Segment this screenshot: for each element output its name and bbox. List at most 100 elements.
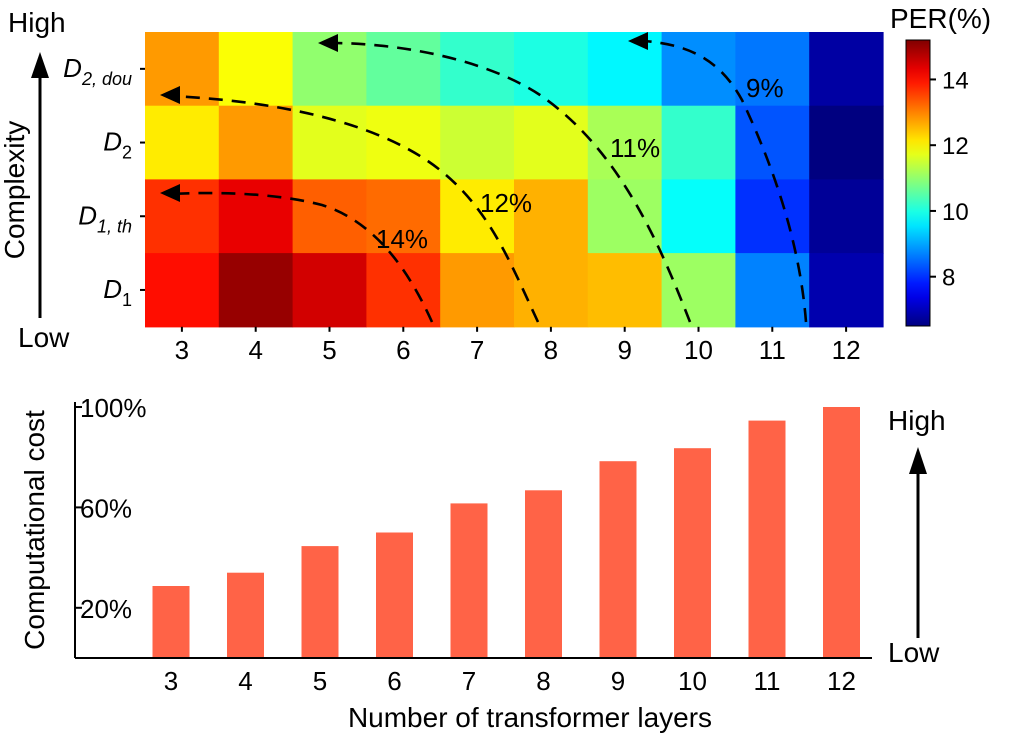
heatmap-cell — [440, 105, 515, 180]
bar-x-tick-label: 4 — [238, 666, 252, 696]
heatmap-cell — [145, 32, 220, 107]
heatmap-cell — [440, 32, 515, 107]
colorbar-tick-label: 14 — [942, 67, 969, 94]
bar-y-tick-label: 20% — [80, 594, 132, 624]
heatmap-cell — [218, 32, 294, 107]
heatmap-x-tick-label: 6 — [396, 335, 410, 365]
heatmap-cell — [809, 105, 884, 180]
bar-x-tick-label: 9 — [611, 666, 625, 696]
complexity-high-label: High — [8, 7, 66, 38]
heatmap-cell — [514, 32, 589, 107]
bar-x-tick-label: 10 — [678, 666, 707, 696]
heatmap-cell — [218, 179, 294, 254]
bar — [823, 407, 860, 658]
heatmap-cell — [735, 105, 810, 180]
bar-x-tick-label: 7 — [462, 666, 476, 696]
bar-y-tick-label: 100% — [80, 393, 147, 423]
bar — [376, 532, 413, 658]
complexity-axis-title: Complexity — [0, 121, 30, 259]
heatmap-cell — [292, 105, 367, 180]
heatmap-y-tick-label: D2 — [103, 127, 132, 163]
heatmap-cell — [366, 32, 441, 107]
contour-label: 12% — [480, 188, 532, 218]
heatmap-x-tick-label: 7 — [470, 335, 484, 365]
heatmap-cell — [440, 179, 515, 254]
bar-x-tick-label: 3 — [164, 666, 178, 696]
heatmap-cell — [145, 179, 220, 254]
heatmap-cell — [809, 179, 884, 254]
heatmap-x-tick-label: 4 — [248, 335, 262, 365]
heatmap-cell — [661, 105, 736, 180]
colorbar-tick-label: 12 — [942, 133, 969, 160]
heatmap-cell — [514, 105, 589, 180]
heatmap-cell — [587, 105, 663, 180]
heatmap-x-tick-label: 9 — [617, 335, 631, 365]
contour-label: 11% — [610, 133, 660, 163]
heatmap-cell — [292, 253, 367, 328]
bar-x-tick-label: 11 — [754, 666, 781, 696]
contour-labels: 14% 12% 11% 9% — [376, 73, 784, 254]
heatmap-x-tick-label: 8 — [544, 335, 558, 365]
heatmap-cell — [440, 253, 515, 328]
bar — [748, 420, 786, 658]
complexity-arrow-head-icon — [31, 52, 49, 78]
bar — [227, 572, 264, 658]
heatmap-cell — [514, 253, 589, 328]
contour-label: 9% — [746, 73, 784, 103]
contour-label: 14% — [376, 224, 428, 254]
heatmap-x-ticks: 3 4 5 6 7 8 9 10 11 12 — [175, 326, 861, 365]
heatmap-y-tick-label: D2, dou — [63, 53, 132, 89]
heatmap-cell — [218, 105, 294, 180]
contour-line — [644, 39, 808, 323]
colorbar-title: PER(%) — [890, 3, 991, 34]
bar-y-axis-title: Computational cost — [19, 410, 50, 650]
heatmap-cells — [145, 32, 884, 328]
cost-arrow-head-icon — [909, 447, 927, 474]
heatmap-cell — [587, 179, 663, 254]
contour-line — [169, 94, 540, 323]
contour-arrow-icon — [160, 184, 180, 202]
bar-y-ticks: 20% 60% 100% — [75, 393, 147, 624]
bars — [152, 407, 860, 658]
heatmap-cell — [145, 253, 220, 328]
heatmap-cell — [809, 253, 884, 328]
heatmap-cell — [661, 179, 736, 254]
bar — [525, 490, 562, 658]
colorbar-tick-label: 10 — [942, 199, 969, 226]
bar — [674, 448, 711, 658]
heatmap-x-tick-label: 11 — [759, 335, 786, 365]
contour-lines — [160, 32, 808, 323]
heatmap-cell — [366, 105, 441, 180]
heatmap-x-tick-label: 5 — [322, 335, 336, 365]
heatmap-cell — [661, 32, 736, 107]
contour-line — [334, 41, 692, 323]
cost-high-label: High — [888, 405, 946, 436]
bar-x-axis-title: Number of transformer layers — [348, 702, 712, 733]
heatmap-chart: 14% 12% 11% 9% 3 4 5 6 7 8 9 10 11 12 D2, dou D2 D1, t… — [0, 3, 991, 365]
heatmap-x-tick-label: 3 — [175, 335, 189, 365]
heatmap-cell — [735, 179, 810, 254]
contour-line — [169, 191, 434, 323]
bar-x-tick-label: 6 — [387, 666, 401, 696]
heatmap-y-tick-label: D1 — [103, 274, 132, 310]
bar — [599, 461, 637, 658]
contour-arrow-icon — [628, 32, 648, 50]
bar-chart: 20% 60% 100% 3 4 5 6 7 8 9 10 11 12 Computational c… — [19, 393, 946, 733]
complexity-low-label: Low — [18, 322, 70, 353]
bar-x-tick-label: 8 — [536, 666, 550, 696]
colorbar-tick-label: 8 — [942, 265, 955, 292]
heatmap-cell — [809, 32, 884, 107]
heatmap-cell — [587, 32, 663, 107]
contour-arrow-icon — [318, 34, 338, 52]
bar-x-tick-label: 12 — [827, 666, 856, 696]
heatmap-x-tick-label: 12 — [832, 335, 861, 365]
bar-x-ticks: 3 4 5 6 7 8 9 10 11 12 — [164, 666, 856, 696]
heatmap-cell — [292, 179, 367, 254]
bar — [152, 586, 190, 658]
heatmap-cell — [587, 253, 663, 328]
heatmap-y-ticks: D2, dou D2 D1, th D1 — [63, 53, 145, 310]
bar — [450, 503, 488, 658]
heatmap-cell — [145, 105, 220, 180]
heatmap-cell — [218, 253, 294, 328]
